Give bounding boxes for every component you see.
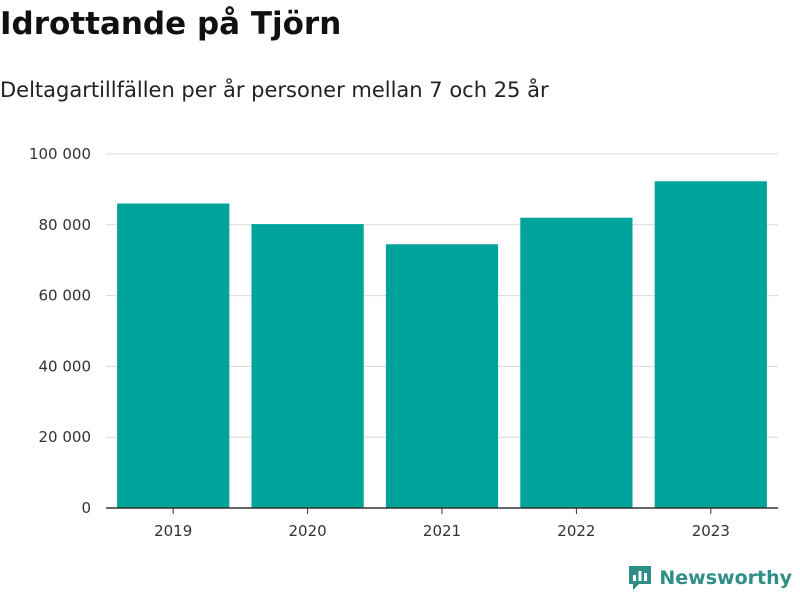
y-axis-tick-labels: 0 20 000 40 000 60 000 80 000 100 000	[29, 145, 91, 517]
x-tick-label: 2023	[692, 522, 730, 540]
y-tick-label: 0	[81, 499, 91, 517]
chart-subtitle: Deltagartillfällen per år personer mella…	[0, 78, 549, 102]
y-tick-label: 40 000	[39, 357, 92, 375]
x-tick-label: 2021	[423, 522, 461, 540]
newsworthy-brand: Newsworthy	[627, 564, 792, 592]
bar-2021	[385, 244, 499, 508]
y-tick-label: 100 000	[29, 145, 91, 163]
brand-name: Newsworthy	[659, 567, 792, 589]
x-axis-tick-labels: 2019 2020 2021 2022 2023	[154, 508, 730, 540]
bars	[117, 181, 767, 509]
chart-title: Idrottande på Tjörn	[0, 6, 342, 42]
newsworthy-logo-icon	[629, 566, 652, 590]
bar-2019	[117, 203, 230, 508]
x-tick-label: 2019	[154, 522, 192, 540]
y-tick-label: 20 000	[39, 428, 92, 446]
x-tick-label: 2020	[289, 522, 327, 540]
y-tick-label: 80 000	[39, 216, 92, 234]
bar-2023	[654, 181, 767, 508]
x-tick-label: 2022	[557, 522, 595, 540]
bar-2022	[520, 217, 633, 508]
bar-2020	[251, 224, 364, 509]
y-tick-label: 60 000	[39, 287, 92, 305]
